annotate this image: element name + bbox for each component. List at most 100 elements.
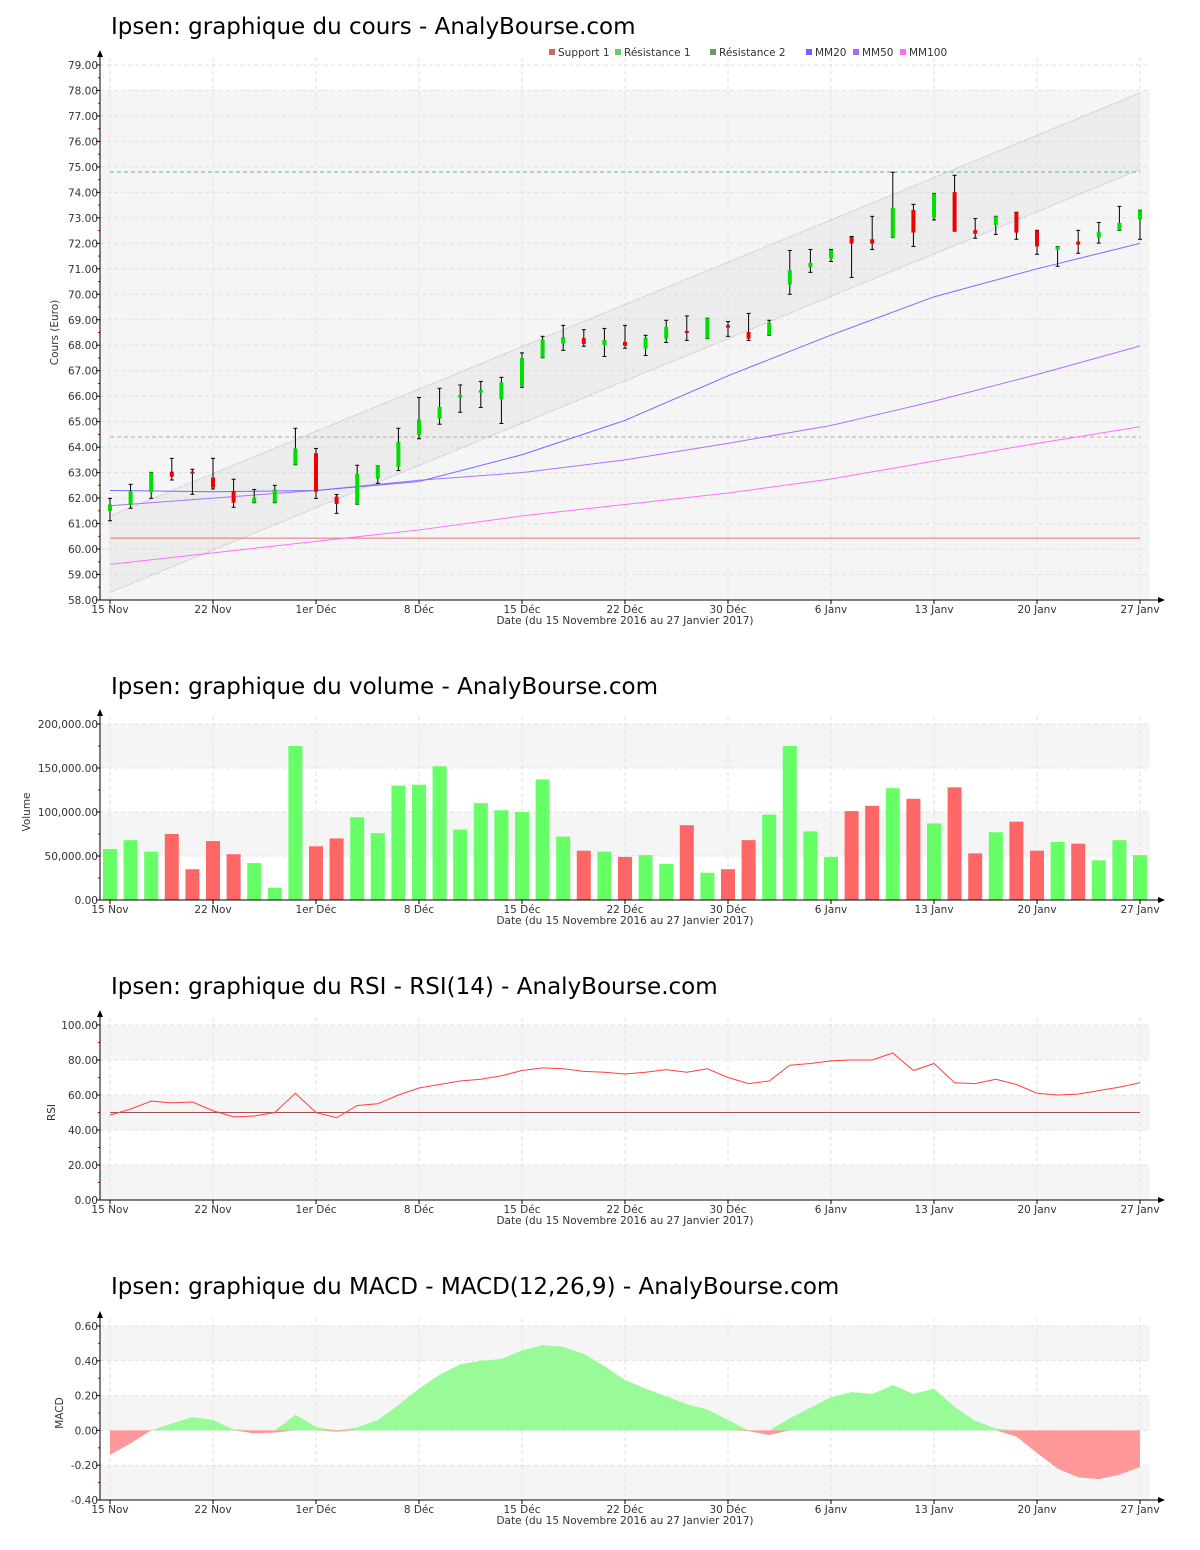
candle bbox=[1138, 209, 1142, 240]
candle bbox=[561, 324, 566, 351]
candle bbox=[231, 478, 236, 508]
candle bbox=[705, 317, 710, 340]
x-tick-label: 27 Janv bbox=[1120, 604, 1159, 616]
candle bbox=[1117, 205, 1122, 231]
candle-body bbox=[128, 490, 133, 505]
x-tick-label: 15 Nov bbox=[91, 604, 128, 616]
x-tick-label: 22 Déc bbox=[606, 604, 643, 616]
y-tick-label: 0.60 bbox=[75, 1321, 98, 1333]
candle bbox=[932, 192, 936, 221]
x-axis-label: Date (du 15 Novembre 2016 au 27 Janvier … bbox=[496, 1515, 753, 1527]
volume-bar bbox=[1091, 860, 1106, 900]
candle-body bbox=[190, 471, 195, 474]
y-tick-label: -0.40 bbox=[71, 1495, 98, 1507]
x-tick-label: 8 Déc bbox=[404, 904, 435, 916]
candle-body bbox=[458, 394, 463, 398]
x-tick-label: 8 Déc bbox=[404, 604, 435, 616]
candle bbox=[746, 312, 751, 341]
x-tick-label: 6 Janv bbox=[815, 1204, 847, 1216]
x-axis-label: Date (du 15 Novembre 2016 au 27 Janvier … bbox=[496, 1215, 753, 1227]
y-tick-label: 0.00 bbox=[75, 895, 98, 907]
volume-bar bbox=[679, 825, 694, 900]
x-tick-label: 1er Déc bbox=[295, 1504, 336, 1516]
candle bbox=[149, 471, 154, 499]
y-axis-label: Volume bbox=[21, 792, 33, 831]
x-tick-label: 27 Janv bbox=[1120, 1204, 1159, 1216]
y-axis-arrow bbox=[97, 1010, 103, 1017]
candle-body bbox=[375, 465, 380, 479]
x-tick-label: 20 Janv bbox=[1017, 904, 1056, 916]
volume-bar bbox=[144, 851, 159, 900]
chart-panel-3: Ipsen: graphique du MACD - MACD(12,26,9)… bbox=[54, 1274, 1165, 1527]
volume-bar bbox=[329, 838, 344, 900]
legend-label: Support 1 bbox=[558, 47, 610, 59]
x-axis-arrow bbox=[1158, 597, 1165, 603]
volume-bar bbox=[741, 840, 756, 900]
volume-bar bbox=[226, 854, 241, 900]
volume-bar bbox=[1112, 840, 1127, 900]
candle-body bbox=[520, 357, 524, 386]
candle-body bbox=[1014, 212, 1019, 233]
candle bbox=[1096, 221, 1101, 244]
volume-bar bbox=[185, 869, 200, 900]
volume-bar bbox=[515, 812, 529, 900]
x-tick-label: 15 Déc bbox=[503, 604, 540, 616]
candle bbox=[890, 171, 895, 238]
candle bbox=[355, 464, 360, 505]
volume-bar bbox=[1050, 841, 1065, 900]
candle bbox=[684, 315, 689, 341]
y-tick-label: 71.00 bbox=[68, 264, 98, 276]
x-axis-arrow bbox=[1158, 897, 1165, 903]
y-tick-label: 70.00 bbox=[68, 289, 98, 301]
x-tick-label: 22 Déc bbox=[606, 1504, 643, 1516]
candle-body bbox=[932, 193, 936, 218]
legend-label: Résistance 2 bbox=[719, 47, 786, 59]
candle bbox=[664, 319, 669, 343]
y-tick-label: 77.00 bbox=[68, 111, 98, 123]
volume-bar bbox=[164, 834, 179, 900]
y-tick-label: 62.00 bbox=[68, 493, 98, 505]
x-tick-label: 15 Nov bbox=[91, 1504, 128, 1516]
volume-bar bbox=[556, 836, 571, 900]
candle-body bbox=[726, 325, 730, 328]
candle bbox=[375, 465, 380, 484]
legend-label: MM20 bbox=[815, 47, 846, 59]
volume-bar bbox=[370, 833, 385, 900]
volume-bar bbox=[1030, 850, 1044, 900]
candle-body bbox=[808, 262, 813, 268]
x-tick-label: 22 Déc bbox=[606, 1204, 643, 1216]
candle-body bbox=[540, 339, 545, 358]
mm50-line bbox=[109, 345, 1141, 507]
candle bbox=[211, 457, 215, 490]
candle bbox=[581, 329, 586, 347]
candle bbox=[993, 215, 998, 235]
candle-body bbox=[664, 326, 669, 339]
volume-bar bbox=[659, 863, 674, 900]
x-tick-label: 13 Janv bbox=[914, 1504, 953, 1516]
candle bbox=[952, 174, 957, 232]
y-tick-label: 79.00 bbox=[68, 60, 98, 72]
x-tick-label: 8 Déc bbox=[404, 1504, 435, 1516]
candle bbox=[458, 384, 463, 413]
volume-bar bbox=[906, 798, 921, 900]
y-tick-label: 100.00 bbox=[61, 1020, 98, 1032]
macd-negative-area bbox=[110, 1430, 1140, 1480]
candle bbox=[499, 376, 504, 424]
x-tick-label: 27 Janv bbox=[1120, 904, 1159, 916]
y-tick-label: 0.00 bbox=[75, 1425, 98, 1437]
candle-body bbox=[211, 477, 215, 488]
candle bbox=[1035, 229, 1039, 255]
candle-body bbox=[890, 207, 895, 238]
candle-body bbox=[581, 338, 586, 344]
mm100-line bbox=[109, 426, 1141, 565]
y-tick-label: 69.00 bbox=[68, 315, 98, 327]
candle bbox=[911, 203, 916, 247]
volume-bar bbox=[535, 779, 550, 900]
candle bbox=[767, 319, 772, 336]
y-tick-label: 20.00 bbox=[68, 1160, 98, 1172]
candle-body bbox=[973, 230, 978, 234]
y-tick-label: 65.00 bbox=[68, 417, 98, 429]
x-tick-label: 6 Janv bbox=[815, 604, 847, 616]
x-tick-label: 13 Janv bbox=[914, 1204, 953, 1216]
legend-swatch bbox=[710, 49, 716, 55]
